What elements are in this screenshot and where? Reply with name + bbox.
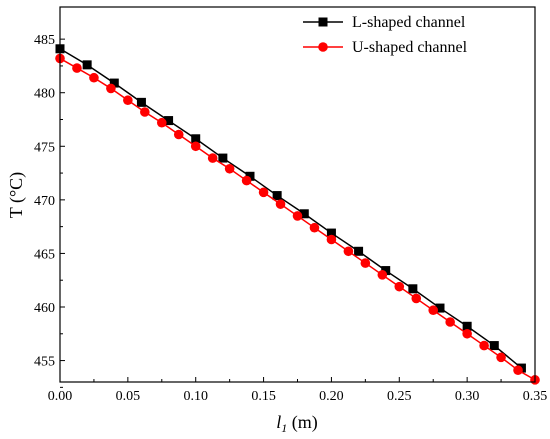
data-point-u-shaped xyxy=(89,72,99,83)
data-point-u-shaped xyxy=(462,328,472,339)
x-axis-title-unit: (m) xyxy=(287,412,318,433)
data-point-l-shaped xyxy=(272,191,282,201)
y-tick-label: 470 xyxy=(34,194,55,209)
data-point-u-shaped xyxy=(411,293,422,304)
y-tick-label: 480 xyxy=(34,87,55,102)
data-point-u-shaped xyxy=(258,187,269,198)
legend: L-shaped channel U-shaped channel xyxy=(303,14,468,56)
x-tick-label: 0.30 xyxy=(455,389,480,404)
data-point-l-shaped xyxy=(109,78,119,88)
data-point-l-shaped xyxy=(164,116,174,126)
y-tick-label: 485 xyxy=(34,33,55,48)
data-point-u-shaped xyxy=(309,222,320,233)
data-point-l-shaped xyxy=(326,228,336,238)
x-axis-title: l1 (m) xyxy=(276,412,318,435)
data-point-u-shaped xyxy=(275,199,286,209)
data-point-l-shaped xyxy=(489,341,499,351)
data-point-u-shaped xyxy=(377,270,388,280)
data-point-u-shaped xyxy=(394,281,405,292)
legend-marker-l-shaped xyxy=(318,17,328,27)
data-point-l-shaped xyxy=(82,60,92,70)
data-point-u-shaped xyxy=(106,83,116,94)
x-axis-title-subscript: 1 xyxy=(281,421,287,435)
data-point-l-shaped xyxy=(354,246,364,256)
data-point-l-shaped xyxy=(245,171,255,181)
plot-marks xyxy=(55,44,540,385)
x-tick-label: 0.25 xyxy=(387,389,412,404)
x-tick-label: 0.20 xyxy=(319,389,344,404)
axis-ticks: 0.00 0.05 0.10 0.15 0.20 0.25 0.30 0.35 455 460 46… xyxy=(34,33,547,404)
data-point-l-shaped xyxy=(408,284,418,294)
data-point-u-shaped xyxy=(496,352,506,363)
x-tick-label: 0.15 xyxy=(251,389,276,404)
data-point-u-shaped xyxy=(140,107,150,117)
data-point-u-shaped xyxy=(123,95,133,106)
data-point-u-shaped xyxy=(173,129,184,140)
x-axis-title-variable: l xyxy=(276,412,281,432)
data-point-u-shaped xyxy=(513,365,523,376)
x-tick-label: 0.35 xyxy=(523,389,548,404)
legend-label-l-shaped: L-shaped channel xyxy=(352,14,466,31)
data-point-l-shaped xyxy=(462,321,472,331)
data-point-u-shaped xyxy=(156,117,167,128)
series-line-l-shaped xyxy=(59,48,522,369)
data-point-l-shaped xyxy=(136,97,146,107)
data-point-u-shaped xyxy=(326,234,337,245)
x-tick-label: 0.00 xyxy=(48,389,73,404)
data-point-u-shaped xyxy=(445,317,455,327)
data-point-u-shaped xyxy=(190,141,201,152)
data-point-l-shaped xyxy=(299,209,309,219)
data-point-l-shaped xyxy=(435,303,445,313)
data-point-l-shaped xyxy=(381,266,391,276)
data-point-u-shaped xyxy=(360,258,371,268)
data-point-l-shaped xyxy=(191,134,201,144)
data-point-u-shaped xyxy=(241,175,252,186)
y-axis-title: T (°C) xyxy=(6,172,27,218)
legend-label-u-shaped: U-shaped channel xyxy=(352,39,468,56)
data-point-u-shaped xyxy=(479,340,489,351)
data-point-u-shaped xyxy=(428,305,439,316)
data-point-u-shaped xyxy=(343,246,354,257)
data-point-u-shaped xyxy=(72,63,82,73)
y-tick-label: 455 xyxy=(34,355,55,370)
y-tick-label: 475 xyxy=(34,140,55,155)
y-tick-label: 460 xyxy=(34,301,55,316)
data-point-l-shaped xyxy=(218,153,228,163)
legend-marker-u-shaped xyxy=(318,42,328,52)
x-tick-label: 0.05 xyxy=(116,389,141,404)
data-point-u-shaped xyxy=(292,211,303,221)
y-tick-label: 465 xyxy=(34,247,55,262)
data-point-u-shaped xyxy=(207,153,218,163)
x-tick-label: 0.10 xyxy=(183,389,208,404)
data-point-u-shaped xyxy=(224,163,235,174)
